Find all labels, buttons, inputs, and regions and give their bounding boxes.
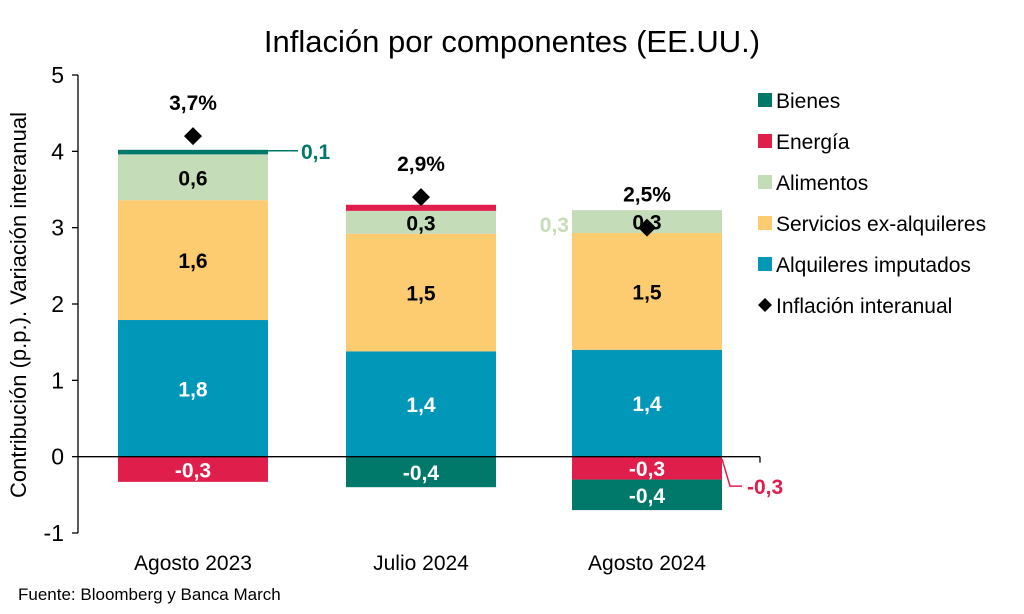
axes-group: 5 4 3 2 1 0 -1 Agosto 2023 Julio 2024 Agosto 2024: [44, 62, 761, 575]
legend-entry-label: Energía: [776, 131, 850, 154]
bar-segment-bienes: [346, 456, 496, 488]
y-tick-label: 5: [51, 62, 64, 88]
bar-segment-servicios-ex-alquileres: [118, 200, 268, 321]
segment-label: -0,3: [747, 476, 783, 499]
inflation-marker: [412, 188, 430, 207]
y-tick-label: 0: [51, 444, 64, 470]
y-tick-label: 1: [51, 367, 64, 393]
legend-swatch: [758, 216, 772, 230]
legend-swatch: [758, 93, 772, 107]
bar-segment-servicios-ex-alquileres: [346, 233, 496, 352]
legend-entry-label: Bienes: [776, 90, 840, 113]
bar-segment-alquileres-imputados: [572, 349, 722, 457]
legend-entry-label: Inflación interanual: [776, 295, 952, 318]
segment-label: 1,4: [632, 393, 662, 416]
legend-swatch: [758, 175, 772, 189]
y-tick-label: -1: [44, 520, 64, 546]
segment-label: 1,4: [406, 394, 436, 417]
bar-segment-alquileres-imputados: [346, 351, 496, 457]
bar-segment-servicios-ex-alquileres: [572, 233, 722, 350]
inflation-label: 2,5%: [623, 184, 671, 207]
segment-label: -0,4: [629, 485, 666, 508]
segment-label: 1,5: [632, 281, 662, 304]
bar-segment-alimentos: [346, 210, 496, 234]
legend-swatch: [758, 134, 772, 148]
bar-segment-energ-a: [118, 456, 268, 482]
segment-label: -0,3: [175, 459, 211, 482]
legend-entry-label: Alimentos: [776, 172, 868, 195]
inflation-markers: 3,7% 2,9% 2,5%: [169, 92, 671, 237]
inflation-label: 3,7%: [169, 92, 217, 115]
legend-entry-label: Servicios ex-alquileres: [776, 213, 986, 236]
x-category-label: Agosto 2023: [134, 552, 252, 575]
x-category-label: Julio 2024: [373, 552, 469, 575]
callout-leader: [721, 458, 742, 487]
y-tick-label: 3: [51, 215, 64, 241]
segment-label: -0,4: [403, 462, 440, 485]
segment-label: 1,6: [178, 250, 207, 273]
x-category-label: Agosto 2024: [588, 552, 706, 575]
inflation-label: 2,9%: [397, 153, 445, 176]
bar-segment-alimentos: [118, 154, 268, 201]
bar-segment-bienes: [572, 479, 722, 511]
segment-label: 0,3: [540, 214, 569, 237]
bars-group: 1,8 1,6 0,6 0,1 -0,3 1,4 1,5 0,3 -0,4 1,4 1,5 0,3 -0…: [118, 141, 783, 511]
y-tick-label: 4: [51, 138, 64, 164]
bar-segment-alquileres-imputados: [118, 320, 268, 457]
bar-segment-bienes: [118, 149, 268, 155]
legend: Bienes Energía Alimentos Servicios ex-alqui…: [758, 90, 986, 318]
segment-label: 0,3: [406, 212, 435, 235]
bar-segment-energ-a: [572, 456, 722, 480]
legend-diamond-icon: [758, 298, 772, 312]
source-note: Fuente: Bloomberg y Banca March: [18, 585, 281, 604]
legend-swatch: [758, 257, 772, 271]
inflation-marker: [638, 218, 656, 237]
segment-label: 0,6: [178, 167, 207, 190]
bar-segment-energ-a: [346, 204, 496, 211]
segment-label: 0,1: [301, 141, 331, 164]
legend-entry-label: Alquileres imputados: [776, 254, 971, 277]
segment-label: -0,3: [629, 458, 665, 481]
y-tick-label: 2: [51, 291, 64, 317]
segment-label: 1,5: [406, 283, 436, 306]
segment-label: 1,8: [178, 378, 208, 401]
chart-title: Inflación por componentes (EE.UU.): [264, 24, 760, 59]
y-axis-label: Contribución (p.p.). Variación interanua…: [6, 112, 31, 498]
inflation-marker: [184, 127, 202, 146]
